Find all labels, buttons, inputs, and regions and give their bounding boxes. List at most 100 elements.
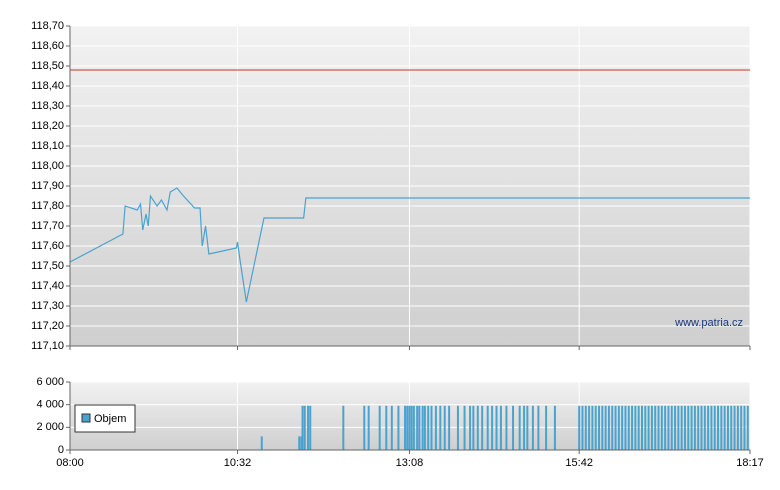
volume-bar <box>700 405 703 450</box>
volume-bar <box>309 405 312 450</box>
volume-bar <box>607 405 610 450</box>
volume-bar <box>687 405 690 450</box>
y-tick-label: 117,10 <box>31 340 64 352</box>
y-tick-label: 117,90 <box>31 180 64 192</box>
volume-bar <box>553 405 556 450</box>
volume-bar <box>301 405 304 450</box>
volume-bar <box>397 405 400 450</box>
y-tick-label: 6 000 <box>36 376 64 388</box>
legend-swatch <box>81 413 91 423</box>
x-tick-label: 18:17 <box>736 457 764 469</box>
volume-bar <box>456 405 459 450</box>
volume-bar <box>703 405 706 450</box>
volume-bar <box>640 405 643 450</box>
volume-bar <box>526 405 529 450</box>
volume-bar <box>588 405 591 450</box>
y-tick-label: 117,40 <box>31 280 64 292</box>
volume-bar <box>472 405 475 450</box>
volume-bar <box>260 436 263 450</box>
volume-bar <box>647 405 650 450</box>
y-tick-label: 117,80 <box>31 200 64 212</box>
volume-bar <box>448 405 451 450</box>
watermark: www.patria.cz <box>674 317 743 329</box>
y-tick-label: 117,20 <box>31 320 64 332</box>
volume-bar <box>418 405 421 450</box>
volume-bar <box>408 405 411 450</box>
volume-bar <box>621 405 624 450</box>
volume-bar <box>481 405 484 450</box>
volume-bar <box>624 405 627 450</box>
volume-bar <box>416 405 419 450</box>
y-tick-label: 118,40 <box>31 80 64 92</box>
volume-bar <box>363 405 366 450</box>
volume-bar <box>683 405 686 450</box>
y-tick-label: 0 <box>58 444 64 456</box>
y-tick-label: 118,20 <box>31 120 64 132</box>
volume-bar <box>499 405 502 450</box>
volume-bar <box>523 405 526 450</box>
volume-bar <box>518 405 521 450</box>
y-tick-label: 117,50 <box>31 260 64 272</box>
volume-bar <box>495 405 498 450</box>
x-tick-label: 13:08 <box>396 457 424 469</box>
y-tick-label: 4 000 <box>36 399 64 411</box>
volume-bar <box>412 405 415 450</box>
volume-bar <box>421 405 424 450</box>
volume-bar <box>693 405 696 450</box>
volume-bar <box>378 405 381 450</box>
volume-bar <box>680 405 683 450</box>
volume-bar <box>463 405 466 450</box>
volume-bar <box>410 405 413 450</box>
volume-bar <box>733 405 736 450</box>
volume-bar <box>660 405 663 450</box>
volume-bar <box>611 405 614 450</box>
volume-bar <box>726 405 729 450</box>
volume-bar <box>594 405 597 450</box>
x-tick-label: 15:42 <box>565 457 593 469</box>
volume-bar <box>430 405 433 450</box>
volume-bar <box>710 405 713 450</box>
y-tick-label: 2 000 <box>36 421 64 433</box>
volume-bar <box>617 405 620 450</box>
volume-bar <box>601 405 604 450</box>
volume-bar <box>631 405 634 450</box>
volume-bar <box>531 405 534 450</box>
volume-bar <box>512 405 515 450</box>
volume-bar <box>342 405 345 450</box>
y-tick-label: 117,70 <box>31 220 64 232</box>
volume-bar <box>674 405 677 450</box>
volume-bar <box>690 405 693 450</box>
volume-bar <box>434 405 437 450</box>
volume-bar <box>740 405 743 450</box>
volume-bar <box>634 405 637 450</box>
volume-bar <box>537 405 540 450</box>
volume-bar <box>298 436 301 450</box>
volume-bar <box>614 405 617 450</box>
volume-bar <box>743 405 746 450</box>
volume-bar <box>427 405 430 450</box>
volume-bar <box>545 405 548 450</box>
y-tick-label: 118,10 <box>31 140 64 152</box>
volume-bar <box>469 405 472 450</box>
volume-bar <box>664 405 667 450</box>
volume-bar <box>300 436 303 450</box>
volume-bar <box>736 405 739 450</box>
volume-bar <box>390 405 393 450</box>
volume-bar <box>720 405 723 450</box>
x-tick-label: 08:00 <box>56 457 84 469</box>
volume-bar <box>644 405 647 450</box>
volume-bar <box>697 405 700 450</box>
volume-bar <box>730 405 733 450</box>
y-tick-label: 117,60 <box>31 240 64 252</box>
y-tick-label: 118,60 <box>31 40 64 52</box>
volume-bar <box>657 405 660 450</box>
volume-bar <box>707 405 710 450</box>
volume-bar <box>385 405 388 450</box>
volume-bar <box>443 405 446 450</box>
volume-bar <box>423 405 426 450</box>
volume-bar <box>486 405 489 450</box>
volume-bar <box>637 405 640 450</box>
volume-bar <box>578 405 581 450</box>
volume-bar <box>307 405 310 450</box>
